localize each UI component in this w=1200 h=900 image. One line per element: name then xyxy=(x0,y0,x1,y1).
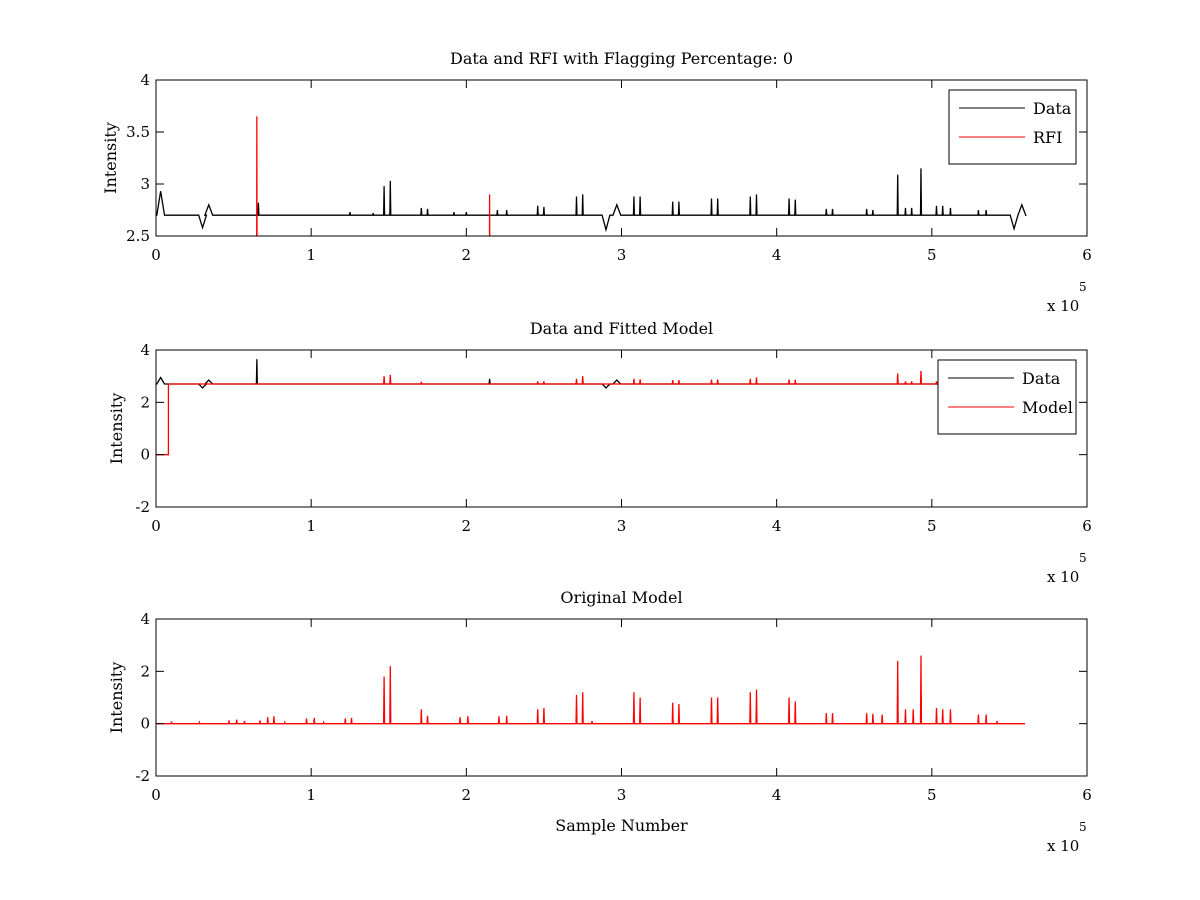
y-tick-label: 4 xyxy=(140,341,150,359)
x-exponent-power: 5 xyxy=(1079,820,1087,834)
x-tick-label: 2 xyxy=(462,246,472,264)
x-exponent-base: x 10 xyxy=(1047,837,1079,855)
series-line-model xyxy=(156,371,1025,455)
x-tick-label: 5 xyxy=(927,246,937,264)
figure: 0 1 2 3 4 5 6 2.5 3 3.5 4 x 10 5 Data and RFI with Fl… xyxy=(0,0,1200,900)
axes-box xyxy=(156,619,1087,776)
series-line-data xyxy=(156,168,1026,229)
y-tick-label: -2 xyxy=(135,498,150,516)
y-tick-label: 4 xyxy=(140,610,150,628)
x-tick-label: 3 xyxy=(617,786,627,804)
x-tick-label: 6 xyxy=(1082,246,1092,264)
x-tick-label: 4 xyxy=(772,246,782,264)
x-exponent-power: 5 xyxy=(1079,551,1087,565)
chart-title: Data and Fitted Model xyxy=(530,319,713,338)
y-tick-label: 0 xyxy=(140,715,150,733)
legend-label-rfi: RFI xyxy=(1033,128,1062,147)
x-tick-label: 0 xyxy=(151,517,161,535)
legend: Data Model xyxy=(938,360,1076,434)
legend-label-model: Model xyxy=(1022,398,1073,417)
y-tick-label: 4 xyxy=(140,71,150,89)
series-group xyxy=(156,656,1025,724)
legend-label-data: Data xyxy=(1033,99,1072,118)
x-exponent-base: x 10 xyxy=(1047,297,1079,315)
x-tick-label: 5 xyxy=(927,786,937,804)
y-tick-label: 3 xyxy=(140,175,150,193)
x-tick-label: 2 xyxy=(462,517,472,535)
series-line-rfi xyxy=(156,116,1087,496)
legend-label-data: Data xyxy=(1022,369,1061,388)
x-exponent-power: 5 xyxy=(1079,280,1087,294)
x-tick-label: 0 xyxy=(151,246,161,264)
legend: Data RFI xyxy=(949,90,1076,164)
y-tick-label: 3.5 xyxy=(126,123,150,141)
x-exponent-base: x 10 xyxy=(1047,568,1079,586)
x-tick-label: 4 xyxy=(772,786,782,804)
x-tick-label: 6 xyxy=(1082,517,1092,535)
chart-title: Data and RFI with Flagging Percentage: 0 xyxy=(450,49,793,68)
y-tick-label: 2 xyxy=(140,393,150,411)
x-tick-label: 1 xyxy=(306,517,316,535)
x-axis-label: Sample Number xyxy=(555,816,688,835)
y-tick-label: 0 xyxy=(140,446,150,464)
x-tick-label: 6 xyxy=(1082,786,1092,804)
y-tick-label: 2.5 xyxy=(126,227,150,245)
x-tick-label: 5 xyxy=(927,517,937,535)
x-tick-label: 1 xyxy=(306,246,316,264)
x-tick-label: 0 xyxy=(151,786,161,804)
axes-box xyxy=(156,80,1087,236)
series-line-model xyxy=(156,656,1025,724)
y-axis-label: Intensity xyxy=(107,662,126,734)
chart-canvas: 0 1 2 3 4 5 62.533.54x 105Data and RFI with Fl… xyxy=(0,0,1200,900)
series-group xyxy=(156,116,1087,496)
x-tick-label: 3 xyxy=(617,246,627,264)
y-tick-label: 2 xyxy=(140,662,150,680)
x-tick-label: 4 xyxy=(772,517,782,535)
chart-title: Original Model xyxy=(560,588,682,607)
x-tick-label: 2 xyxy=(462,786,472,804)
series-group xyxy=(156,359,1025,455)
x-tick-label: 1 xyxy=(306,786,316,804)
y-axis-label: Intensity xyxy=(101,122,120,194)
y-axis-label: Intensity xyxy=(107,393,126,465)
x-tick-label: 3 xyxy=(617,517,627,535)
y-tick-label: -2 xyxy=(135,767,150,785)
